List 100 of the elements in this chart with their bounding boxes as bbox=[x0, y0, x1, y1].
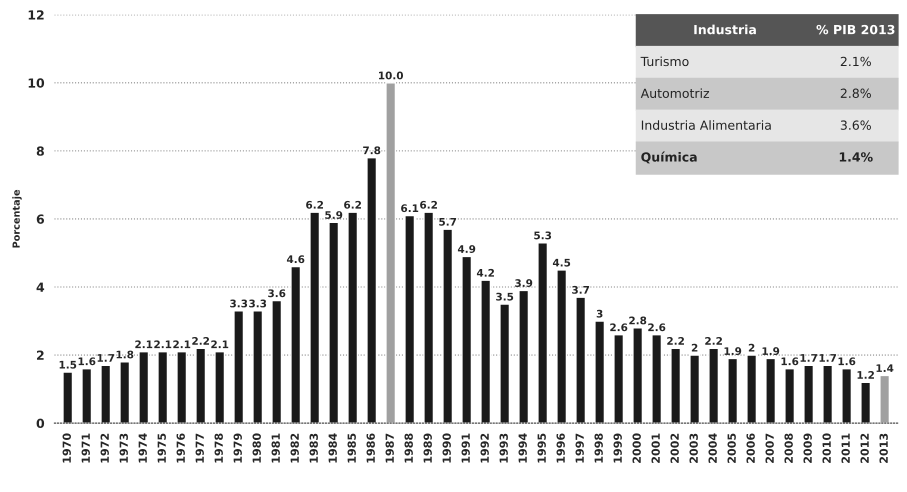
data-label: 4.5 bbox=[552, 258, 570, 267]
x-tick-label: 1973 bbox=[120, 434, 128, 463]
annotation: 3.6% bbox=[840, 120, 871, 130]
data-label: 1.7 bbox=[800, 354, 818, 362]
annotation: Automotriz bbox=[640, 88, 710, 98]
data-label: 5.9 bbox=[325, 211, 342, 219]
y-tick-label: 2 bbox=[36, 350, 44, 360]
data-label: 2.8 bbox=[629, 316, 646, 324]
y-tick-label: 10 bbox=[28, 78, 44, 88]
data-label: 1.9 bbox=[762, 347, 780, 356]
x-tick-label: 1975 bbox=[158, 434, 166, 463]
x-tick-label: 1986 bbox=[366, 433, 375, 463]
x-tick-label: 1989 bbox=[424, 434, 432, 463]
x-tick-label: 1987 bbox=[386, 434, 394, 463]
x-tick-label: 2013 bbox=[879, 434, 888, 463]
bar bbox=[879, 374, 890, 424]
data-label: 7.8 bbox=[363, 146, 380, 154]
x-tick-label: 1999 bbox=[613, 434, 622, 463]
x-tick-label: 1971 bbox=[82, 434, 90, 463]
annotation: 2.1% bbox=[840, 56, 871, 66]
data-label: 1.9 bbox=[724, 347, 742, 356]
data-label: 1.2 bbox=[858, 371, 874, 379]
data-label: 1.6 bbox=[838, 357, 856, 366]
x-tick-label: 1990 bbox=[442, 433, 451, 463]
x-tick-label: 2004 bbox=[708, 433, 717, 463]
x-tick-label: 1993 bbox=[499, 434, 508, 463]
annotation: 2.8% bbox=[840, 88, 871, 98]
x-tick-label: 2006 bbox=[746, 433, 755, 463]
data-label: 1.5 bbox=[60, 360, 76, 369]
data-label: 2.1 bbox=[173, 340, 190, 348]
y-tick-label: 8 bbox=[36, 146, 44, 156]
data-label: 2 bbox=[692, 344, 698, 352]
x-tick-label: 1970 bbox=[62, 433, 71, 463]
data-label: 10.0 bbox=[379, 72, 404, 80]
data-label: 4.2 bbox=[476, 268, 494, 277]
x-tick-label: 1972 bbox=[100, 434, 109, 463]
data-label: 5.3 bbox=[534, 231, 552, 240]
annotation: Industria Alimentaria bbox=[642, 120, 771, 130]
x-tick-label: 1982 bbox=[290, 434, 299, 463]
x-tick-label: 1997 bbox=[575, 434, 584, 463]
x-tick-label: 1983 bbox=[310, 434, 318, 463]
data-label: 4.6 bbox=[286, 255, 304, 264]
x-tick-label: 1979 bbox=[234, 434, 242, 463]
x-tick-label: 1994 bbox=[518, 433, 527, 463]
x-tick-label: 2003 bbox=[689, 434, 698, 463]
data-label: 6.2 bbox=[306, 200, 324, 209]
data-label: 1.8 bbox=[116, 350, 134, 358]
x-tick-label: 1976 bbox=[176, 433, 185, 463]
y-tick-label: 0 bbox=[36, 418, 44, 428]
x-tick-label: 1980 bbox=[252, 433, 261, 463]
bar bbox=[385, 82, 396, 424]
data-label: 1.7 bbox=[820, 354, 836, 362]
annotation: Turismo bbox=[640, 56, 689, 66]
data-label: 2.2 bbox=[667, 336, 684, 345]
x-tick-label: 1991 bbox=[462, 434, 470, 463]
x-tick-label: 1995 bbox=[538, 434, 546, 463]
data-label: 3.7 bbox=[572, 286, 590, 294]
data-label: 1.6 bbox=[78, 357, 96, 366]
x-tick-label: 1978 bbox=[214, 434, 223, 463]
x-tick-label: 1985 bbox=[348, 434, 356, 463]
annotation: Química bbox=[641, 152, 697, 164]
x-tick-label: 2005 bbox=[727, 434, 736, 463]
data-label: 6.2 bbox=[420, 200, 437, 209]
data-label: 1.4 bbox=[876, 364, 894, 372]
x-tick-label: 1988 bbox=[404, 434, 413, 463]
x-tick-label: 1996 bbox=[556, 433, 565, 463]
x-tick-label: 2008 bbox=[784, 434, 793, 463]
x-tick-label: 2002 bbox=[670, 434, 679, 463]
x-tick-label: 2011 bbox=[841, 434, 850, 463]
data-label: 2.1 bbox=[135, 340, 152, 348]
x-tick-label: 2010 bbox=[822, 433, 831, 463]
x-tick-label: 2001 bbox=[651, 434, 660, 463]
data-label: 4.9 bbox=[458, 245, 476, 253]
data-label: 3.3 bbox=[230, 300, 248, 308]
data-label: 6.1 bbox=[401, 204, 418, 212]
x-tick-label: 2007 bbox=[765, 434, 774, 463]
annotation: % PIB 2013 bbox=[816, 24, 894, 34]
x-tick-label: 1974 bbox=[138, 433, 147, 463]
data-label: 6.2 bbox=[344, 200, 362, 209]
x-tick-label: 2009 bbox=[803, 434, 812, 463]
annotation: 1.4% bbox=[840, 152, 873, 162]
data-label: 2.6 bbox=[648, 323, 666, 332]
x-tick-label: 1992 bbox=[480, 434, 489, 463]
data-label: 1.7 bbox=[98, 354, 114, 362]
x-tick-label: 1977 bbox=[196, 434, 204, 463]
annotation: Industria bbox=[694, 24, 756, 34]
data-label: 2.1 bbox=[211, 340, 228, 348]
data-label: 3 bbox=[596, 310, 602, 318]
data-label: 3.5 bbox=[496, 292, 514, 301]
x-tick-label: 1984 bbox=[328, 433, 337, 463]
x-tick-label: 2012 bbox=[860, 434, 869, 463]
y-tick-label: 6 bbox=[36, 214, 44, 224]
data-label: 1.6 bbox=[782, 357, 798, 366]
data-label: 2 bbox=[748, 344, 754, 352]
data-label: 3.6 bbox=[268, 289, 286, 298]
data-label: 3.9 bbox=[515, 279, 532, 287]
x-tick-label: 2000 bbox=[632, 433, 641, 463]
x-tick-label: 1998 bbox=[594, 434, 603, 463]
data-label: 5.7 bbox=[439, 218, 456, 226]
data-label: 2.1 bbox=[154, 340, 172, 348]
